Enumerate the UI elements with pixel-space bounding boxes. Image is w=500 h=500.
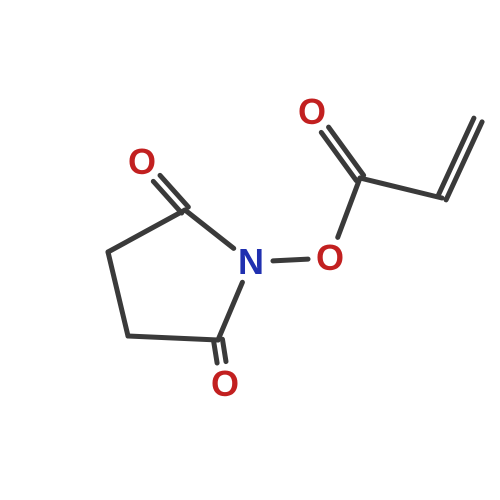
atom-o: O: [211, 363, 239, 405]
atom-n: N: [238, 241, 264, 283]
atom-o: O: [128, 141, 156, 183]
atom-o: O: [316, 237, 344, 279]
atom-o: O: [298, 91, 326, 133]
bonds-group: [108, 118, 482, 363]
